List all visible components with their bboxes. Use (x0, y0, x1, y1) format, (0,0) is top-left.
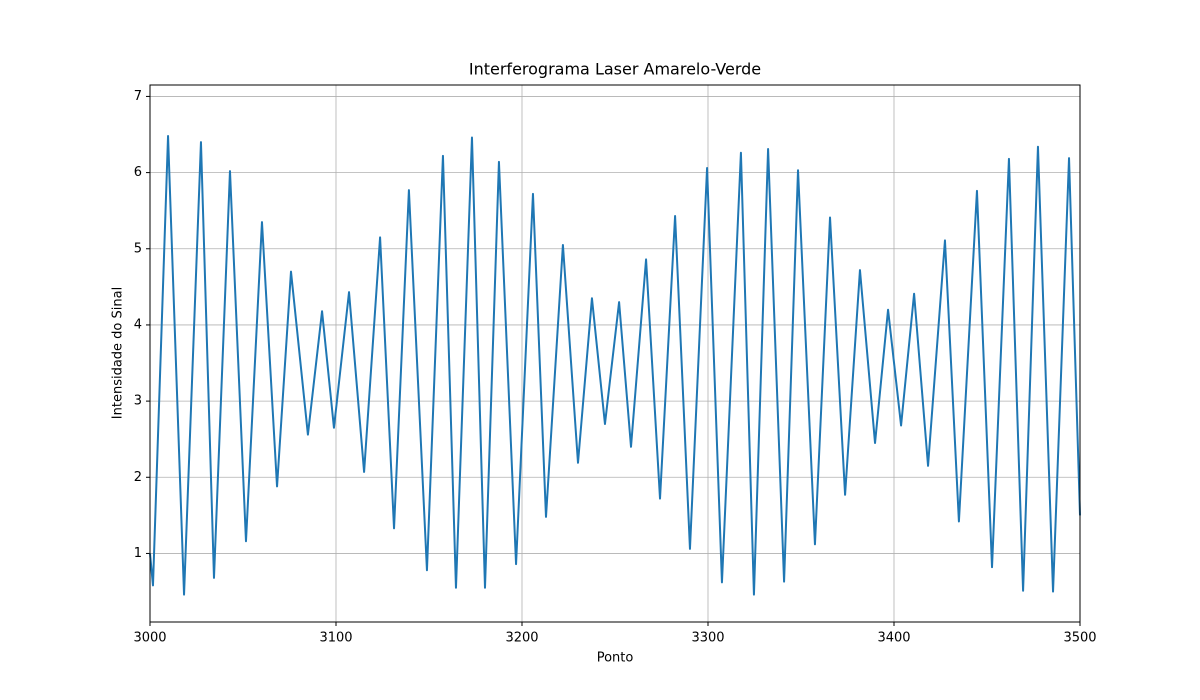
x-tick-label: 3200 (505, 631, 538, 646)
x-tick-label: 3400 (877, 631, 910, 646)
signal-line (149, 135, 1081, 596)
y-tick-label: 2 (134, 470, 142, 485)
y-tick-label: 6 (134, 165, 142, 180)
x-tick-label: 3000 (133, 631, 166, 646)
y-axis-label: Intensidade do Sinal (111, 287, 126, 419)
x-tick-label: 3100 (319, 631, 352, 646)
plot-frame (149, 84, 1081, 623)
x-tick-label: 3300 (691, 631, 724, 646)
y-tick-label: 3 (134, 394, 142, 409)
y-tick-label: 4 (134, 317, 142, 332)
x-axis-label: Ponto (597, 651, 634, 666)
y-tick-label: 7 (134, 89, 142, 104)
x-tick-label: 3500 (1063, 631, 1096, 646)
y-tick-label: 1 (134, 546, 142, 561)
chart-title: Interferograma Laser Amarelo-Verde (469, 60, 761, 79)
y-tick-label: 5 (134, 241, 142, 256)
